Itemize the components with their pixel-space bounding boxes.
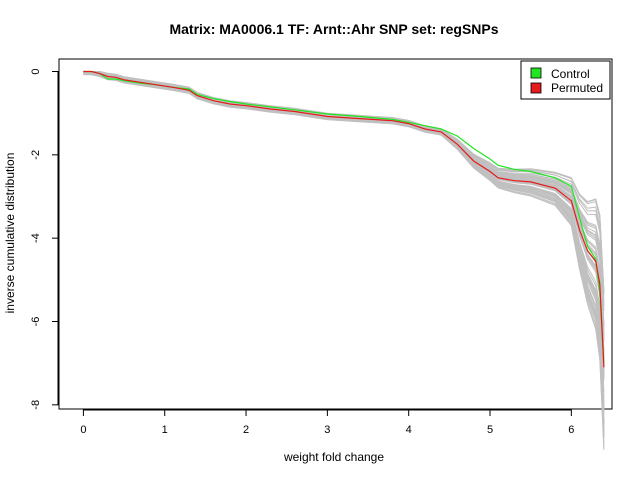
legend-label-permuted: Permuted bbox=[551, 81, 603, 95]
permuted-run-line bbox=[83, 72, 605, 435]
permuted-run-line bbox=[83, 71, 605, 354]
permuted-run-line bbox=[83, 71, 605, 324]
permuted-run-line bbox=[83, 72, 605, 408]
permuted-run-line bbox=[83, 71, 605, 412]
x-tick-label: 0 bbox=[80, 424, 86, 436]
y-tick-label: -4 bbox=[30, 233, 42, 243]
permuted-run-line bbox=[83, 74, 605, 439]
y-axis-label: inverse cumulative distribution bbox=[3, 153, 17, 314]
permuted-run-line bbox=[83, 71, 605, 403]
permuted-run-line bbox=[83, 71, 605, 343]
y-tick-label: -2 bbox=[30, 150, 42, 160]
x-tick-label: 4 bbox=[406, 424, 412, 436]
permuted-run-line bbox=[83, 72, 605, 430]
permuted-run-line bbox=[83, 71, 605, 353]
permuted-run-line bbox=[83, 73, 605, 429]
permuted-run-line bbox=[83, 72, 605, 437]
legend-swatch-control bbox=[530, 67, 542, 79]
permuted-run-line bbox=[83, 72, 605, 437]
permuted-run-line bbox=[83, 71, 605, 406]
y-tick-label: -8 bbox=[30, 400, 42, 410]
permuted-run-line bbox=[83, 74, 605, 448]
x-tick-label: 1 bbox=[162, 424, 168, 436]
permuted-run-line bbox=[83, 71, 605, 296]
y-axis: 0 -2 -4 -6 -8 bbox=[30, 68, 59, 410]
permuted-run-line bbox=[83, 71, 605, 353]
permuted-run-line bbox=[83, 71, 605, 411]
permuted-run-line bbox=[83, 71, 605, 422]
permuted-run-line bbox=[83, 72, 605, 398]
permuted-run-line bbox=[83, 71, 605, 340]
permuted-run-line bbox=[83, 72, 605, 416]
permuted-run-line bbox=[83, 73, 605, 424]
permuted-run-line bbox=[83, 71, 605, 340]
permuted-run-line bbox=[83, 73, 605, 443]
permuted-run-line bbox=[83, 71, 605, 328]
legend-swatch-permuted bbox=[530, 82, 542, 94]
permuted-run-line bbox=[83, 73, 605, 433]
permuted-run-line bbox=[83, 71, 605, 333]
chart-title: Matrix: MA0006.1 TF: Arnt::Ahr SNP set: … bbox=[169, 21, 498, 37]
series-lines bbox=[83, 70, 605, 368]
plot-frame bbox=[58, 58, 613, 410]
y-tick-label: 0 bbox=[30, 68, 42, 74]
legend-label-control: Control bbox=[551, 67, 590, 81]
series-line-permuted bbox=[83, 70, 605, 368]
permuted-run-line bbox=[83, 73, 605, 450]
x-tick-label: 5 bbox=[487, 424, 493, 436]
y-tick-label: -6 bbox=[30, 317, 42, 327]
x-tick-label: 6 bbox=[568, 424, 574, 436]
permuted-run-line bbox=[83, 71, 605, 311]
permuted-run-line bbox=[83, 71, 605, 337]
x-tick-label: 3 bbox=[324, 424, 330, 436]
series-line-control bbox=[83, 70, 605, 364]
permuted-run-line bbox=[83, 71, 605, 351]
permuted-run-line bbox=[83, 73, 605, 423]
legend: Control Permuted bbox=[520, 60, 611, 100]
permuted-run-line bbox=[83, 71, 605, 340]
permuted-run-line bbox=[83, 72, 605, 425]
x-tick-label: 2 bbox=[243, 424, 249, 436]
permuted-run-line bbox=[83, 71, 605, 326]
x-axis-label: weight fold change bbox=[283, 450, 384, 464]
permuted-background-lines bbox=[83, 71, 605, 450]
x-axis: 0 1 2 3 4 5 6 bbox=[80, 409, 574, 436]
permuted-run-line bbox=[83, 73, 605, 431]
permuted-run-line bbox=[83, 71, 605, 406]
permuted-run-line bbox=[83, 71, 605, 336]
